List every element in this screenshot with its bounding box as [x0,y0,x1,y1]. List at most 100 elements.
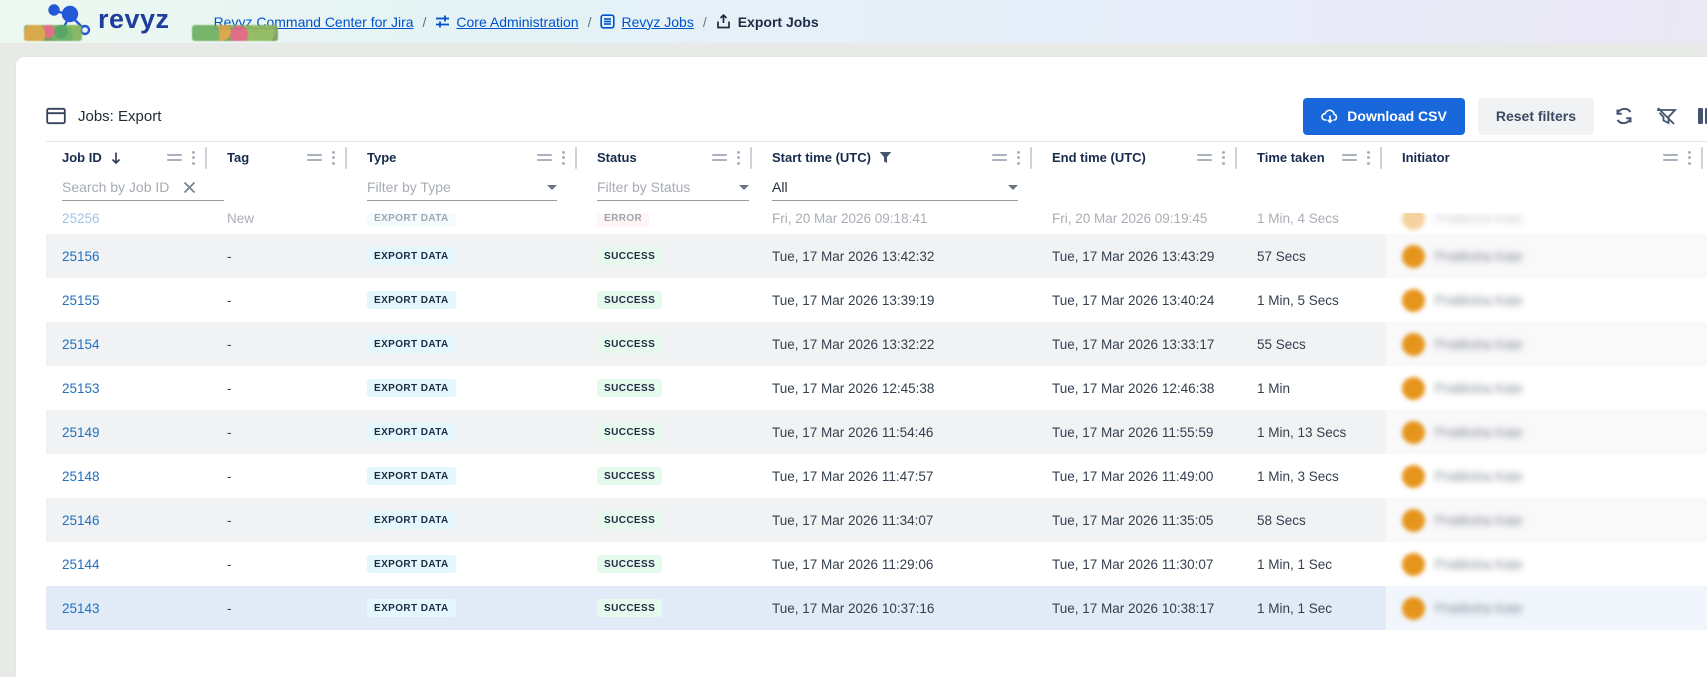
job-id-search-input[interactable]: Search by Job ID [62,179,224,201]
status-badge: SUCCESS [597,379,662,397]
column-drag-handle[interactable] [1663,154,1678,161]
column-menu-icon[interactable] [560,151,567,165]
time-taken-cell: 1 Min, 4 Secs [1241,213,1386,226]
column-resize-handle[interactable] [205,147,207,169]
column-resize-handle[interactable] [1030,147,1032,169]
column-drag-handle[interactable] [992,154,1007,161]
initiator-cell: Pratiksha Kate [1386,213,1707,234]
column-drag-handle[interactable] [1197,154,1212,161]
column-header-initiator[interactable]: Initiator [1386,142,1707,173]
avatar [1402,245,1425,268]
status-badge: SUCCESS [597,467,662,485]
list-icon [600,14,615,29]
job-id-link[interactable]: 25153 [62,381,100,396]
job-id-link[interactable]: 25144 [62,557,100,572]
time-taken-cell: 1 Min, 3 Secs [1241,469,1386,484]
column-drag-handle[interactable] [167,154,182,161]
tag-cell: - [211,601,351,616]
time-taken-cell: 1 Min, 5 Secs [1241,293,1386,308]
time-taken-cell: 55 Secs [1241,337,1386,352]
column-resize-handle[interactable] [1380,147,1382,169]
decorative-bush-left [24,25,82,41]
table-header: Job ID Tag [46,142,1707,173]
job-id-link[interactable]: 25154 [62,337,100,352]
view-title: Jobs: Export [46,107,161,125]
column-drag-handle[interactable] [1342,154,1357,161]
column-resize-handle[interactable] [345,147,347,169]
table-row[interactable]: 25256 New EXPORT DATA ERROR Fri, 20 Mar … [46,213,1707,234]
table-row[interactable]: 25156 - EXPORT DATA SUCCESS Tue, 17 Mar … [46,234,1707,278]
column-header-job-id[interactable]: Job ID [46,142,211,173]
tag-cell: - [211,469,351,484]
column-header-end-time[interactable]: End time (UTC) [1036,142,1241,173]
type-filter-select[interactable]: Filter by Type [367,179,557,201]
job-id-link[interactable]: 25155 [62,293,100,308]
column-menu-icon[interactable] [1365,151,1372,165]
column-drag-handle[interactable] [712,154,727,161]
card-toolbar: Jobs: Export Download CSV Reset filters [16,57,1707,135]
active-filter-funnel-icon[interactable] [879,151,892,164]
column-header-time-taken[interactable]: Time taken [1241,142,1386,173]
initiator-name-blurred: Pratiksha Kate [1435,293,1523,308]
job-id-link[interactable]: 25143 [62,601,100,616]
breadcrumb-revyz-jobs-link[interactable]: Revyz Jobs [600,14,693,30]
end-time-cell: Tue, 17 Mar 2026 13:40:24 [1036,293,1241,308]
clear-search-icon[interactable] [183,181,196,194]
table-row[interactable]: 25154 - EXPORT DATA SUCCESS Tue, 17 Mar … [46,322,1707,366]
status-badge: SUCCESS [597,599,662,617]
column-resize-handle[interactable] [1701,147,1703,169]
select-arrow-icon [1008,185,1018,190]
manage-columns-button[interactable] [1697,106,1707,126]
start-time-filter-select[interactable]: All [772,179,1018,201]
time-taken-cell: 57 Secs [1241,249,1386,264]
status-badge: SUCCESS [597,335,662,353]
column-header-start-time[interactable]: Start time (UTC) [756,142,1036,173]
end-time-cell: Tue, 17 Mar 2026 11:55:59 [1036,425,1241,440]
refresh-button[interactable] [1613,105,1635,127]
column-menu-icon[interactable] [735,151,742,165]
avatar [1402,597,1425,620]
job-id-link[interactable]: 25256 [62,213,100,226]
job-id-link[interactable]: 25149 [62,425,100,440]
refresh-icon [1613,105,1635,127]
column-header-status[interactable]: Status [581,142,756,173]
column-header-type[interactable]: Type [351,142,581,173]
column-resize-handle[interactable] [750,147,752,169]
view-title-label: Jobs: Export [78,108,161,125]
job-id-link[interactable]: 25146 [62,513,100,528]
column-menu-icon[interactable] [190,151,197,165]
column-drag-handle[interactable] [307,154,322,161]
table-row[interactable]: 25143 - EXPORT DATA SUCCESS Tue, 17 Mar … [46,586,1707,630]
download-csv-button[interactable]: Download CSV [1303,98,1465,135]
column-menu-icon[interactable] [1220,151,1227,165]
decorative-bush-right [192,25,278,41]
initiator-name-blurred: Pratiksha Kate [1435,425,1523,440]
table-row[interactable]: 25146 - EXPORT DATA SUCCESS Tue, 17 Mar … [46,498,1707,542]
column-menu-icon[interactable] [1015,151,1022,165]
table-row[interactable]: 25148 - EXPORT DATA SUCCESS Tue, 17 Mar … [46,454,1707,498]
column-menu-icon[interactable] [330,151,337,165]
column-header-tag[interactable]: Tag [211,142,351,173]
table-row[interactable]: 25155 - EXPORT DATA SUCCESS Tue, 17 Mar … [46,278,1707,322]
table-row[interactable]: 25153 - EXPORT DATA SUCCESS Tue, 17 Mar … [46,366,1707,410]
initiator-cell: Pratiksha Kate [1386,234,1707,278]
column-resize-handle[interactable] [1235,147,1237,169]
reset-filters-button[interactable]: Reset filters [1478,98,1594,135]
status-filter-select[interactable]: Filter by Status [597,179,749,201]
revyz-logo[interactable]: revyz [42,3,170,41]
column-menu-icon[interactable] [1686,151,1693,165]
clear-filter-button[interactable] [1654,105,1678,127]
column-drag-handle[interactable] [537,154,552,161]
table-row[interactable]: 25149 - EXPORT DATA SUCCESS Tue, 17 Mar … [46,410,1707,454]
logo-wordmark: revyz [98,4,170,35]
time-taken-cell: 1 Min [1241,381,1386,396]
column-resize-handle[interactable] [575,147,577,169]
job-id-link[interactable]: 25156 [62,249,100,264]
job-id-link[interactable]: 25148 [62,469,100,484]
sort-desc-icon[interactable] [110,151,122,165]
breadcrumb-core-administration-link[interactable]: Core Administration [435,14,578,30]
table-row[interactable]: 25144 - EXPORT DATA SUCCESS Tue, 17 Mar … [46,542,1707,586]
type-badge: EXPORT DATA [367,555,456,573]
type-badge: EXPORT DATA [367,335,456,353]
start-time-cell: Tue, 17 Mar 2026 13:39:19 [756,293,1036,308]
